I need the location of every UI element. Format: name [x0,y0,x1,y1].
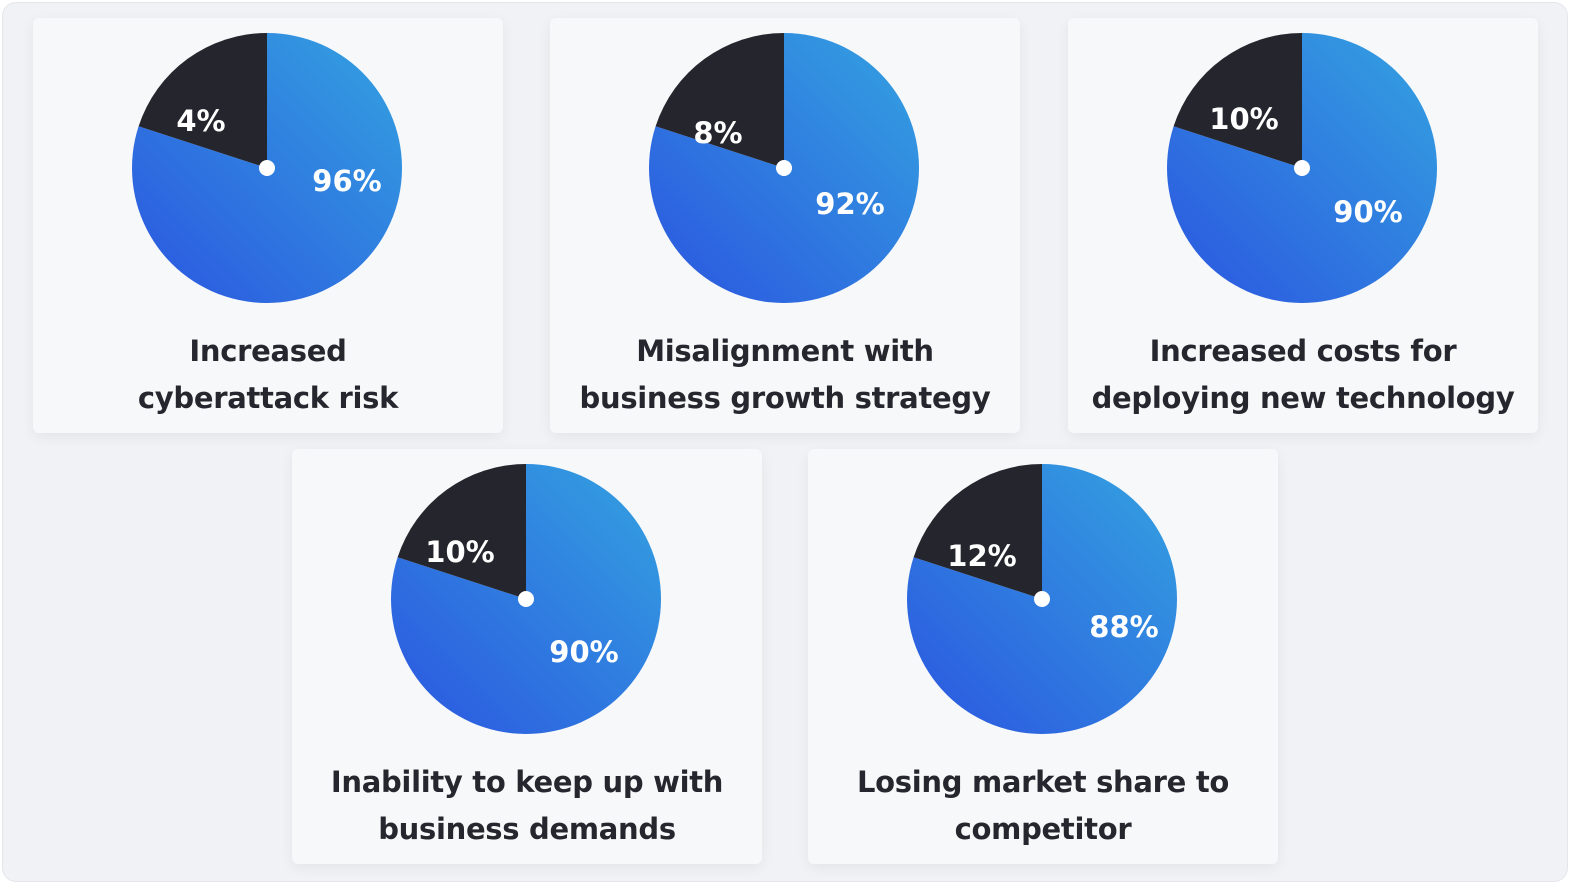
pie-title-line: competitor [954,812,1132,846]
data-label-major: 88% [1089,610,1158,644]
pie-center-dot [1294,160,1310,176]
pie-title-line: Increased costs for [1149,334,1457,368]
pie-title-line: deploying new technology [1091,381,1515,415]
pie-chart: 8% 92% [649,33,919,303]
data-label-major: 90% [1333,195,1402,229]
pie-slice-minor [655,33,784,168]
pie-title: Losing market share to competitor [808,759,1278,853]
pie-card: 4% 96% Increased cyberattack risk [33,18,503,433]
pie-center-dot [1034,591,1050,607]
pie-slice-minor [1173,33,1302,168]
data-label-minor: 8% [693,116,742,150]
pie-chart: 12% 88% [907,464,1177,734]
pie-slice-minor [397,464,526,599]
pie-title-line: business demands [378,812,676,846]
pie-title: Misalignment with business growth strateg… [550,328,1020,422]
pie-card: 12% 88% Losing market share to competitor [808,449,1278,864]
data-label-minor: 10% [425,535,494,569]
pie-title-line: Inability to keep up with [330,765,724,799]
data-label-minor: 4% [176,104,225,138]
pie-chart: 10% 90% [391,464,661,734]
pie-card: 10% 90% Inability to keep up with business … [292,449,762,864]
pie-title: Inability to keep up with business demand… [292,759,762,853]
pie-title: Increased costs for deploying new technol… [1068,328,1538,422]
data-label-major: 90% [549,635,618,669]
pie-card: 8% 92% Misalignment with business growth st… [550,18,1020,433]
pie-center-dot [776,160,792,176]
pie-title-line: Increased [189,334,347,368]
pie-title-line: Misalignment with [636,334,934,368]
pie-slice-minor [913,464,1042,599]
pie-slice-minor [138,33,267,168]
data-label-major: 92% [815,187,884,221]
pie-title-line: cyberattack risk [137,381,399,415]
data-label-minor: 12% [947,539,1016,573]
data-label-major: 96% [312,164,381,198]
pie-center-dot [518,591,534,607]
pie-title-line: business growth strategy [579,381,991,415]
pie-chart: 4% 96% [132,33,402,303]
pie-center-dot [259,160,275,176]
pie-title-line: Losing market share to [856,765,1230,799]
data-label-minor: 10% [1209,102,1278,136]
pie-chart: 10% 90% [1167,33,1437,303]
pie-title: Increased cyberattack risk [33,328,503,422]
pie-card: 10% 90% Increased costs for deploying new t… [1068,18,1538,433]
